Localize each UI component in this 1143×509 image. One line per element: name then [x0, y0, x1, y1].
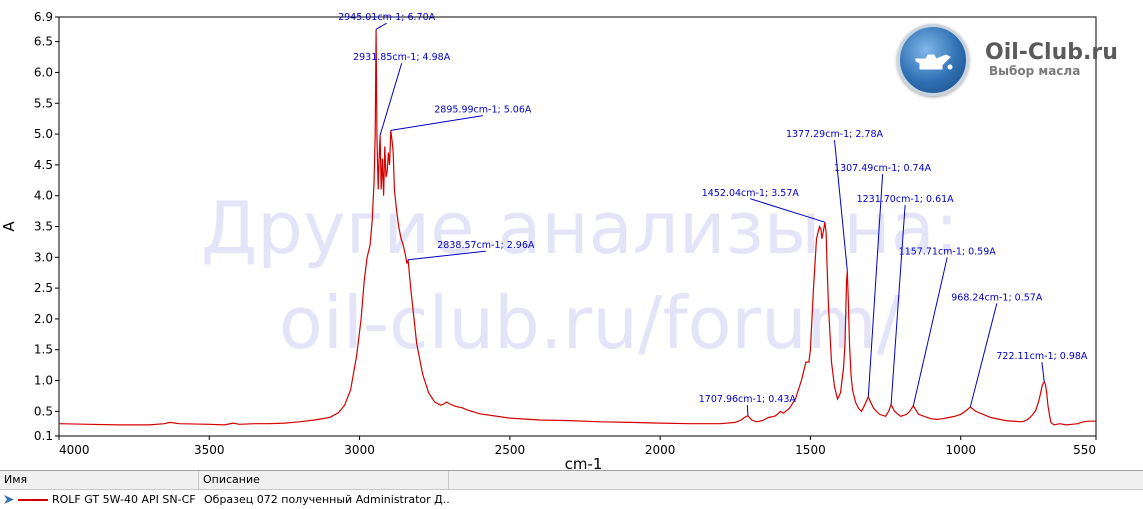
- annotation-label: 1377.29cm-1; 2.78A: [786, 129, 884, 140]
- row-pointer-icon: [4, 495, 14, 504]
- x-tick-label: 1000: [945, 443, 976, 457]
- y-tick-label: 4.5: [34, 158, 53, 172]
- annotation-leader: [746, 405, 749, 416]
- logo-subtitle: Выбор масла: [989, 64, 1081, 78]
- y-axis: 0.1 0.5 1.0 1.5 2.0 2.5 3.0 3.5 4.0 4.5 5.0 5.5 6.0 6…: [34, 10, 59, 443]
- annotation-label: 2931.85cm-1; 4.98A: [353, 52, 451, 63]
- annotation-label: 2895.99cm-1; 5.06A: [434, 105, 532, 116]
- y-axis-title: A: [0, 221, 18, 232]
- peak-annotations: 2945.01cm-1; 6.70A 2931.85cm-1; 4.98A 2895…: [338, 12, 1088, 416]
- annotation-label: 1307.49cm-1; 0.74A: [834, 163, 932, 174]
- y-tick-label: 6.0: [34, 65, 53, 79]
- annotation-leader: [890, 204, 906, 405]
- x-axis-title: cm-1: [565, 455, 603, 470]
- y-tick-label: 1.0: [34, 374, 53, 388]
- oil-club-logo: Oil-Club.ru Выбор масла: [897, 24, 1127, 104]
- annotation-label: 1157.71cm-1; 0.59A: [899, 246, 997, 257]
- table-row[interactable]: ROLF GT 5W-40 API SN-CF Образец 072 полу…: [0, 490, 1143, 509]
- y-tick-label: 6.9: [34, 10, 53, 24]
- x-tick-label: 1500: [795, 443, 826, 457]
- logo-title: Oil-Club.ru: [985, 40, 1118, 65]
- series-name: ROLF GT 5W-40 API SN-CF: [52, 493, 196, 506]
- series-line: [58, 29, 1096, 426]
- x-tick-label: 4000: [59, 443, 90, 457]
- x-tick-label: 3000: [344, 443, 375, 457]
- y-tick-label: 0.1: [34, 429, 53, 443]
- watermark-line-2: oil-club.ru/forum/: [279, 281, 902, 365]
- legend-header: Имя Описание: [0, 471, 1143, 490]
- column-header-name[interactable]: Имя: [0, 471, 199, 489]
- series-color-swatch: [18, 499, 48, 501]
- y-tick-label: 3.5: [34, 220, 53, 234]
- y-tick-label: 0.5: [34, 404, 53, 418]
- annotation-label: 2945.01cm-1; 6.70A: [338, 12, 436, 23]
- y-tick-label: 2.5: [34, 281, 53, 295]
- annotation-leader: [379, 63, 403, 136]
- annotation-leader: [969, 303, 998, 408]
- x-axis: 4000 3500 3000 2500 2000 1500 1000 550: [58, 436, 1097, 457]
- y-tick-label: 1.5: [34, 343, 53, 357]
- watermark: Другие анализы на: oil-club.ru/forum/: [201, 186, 959, 365]
- watermark-line-1: Другие анализы на:: [201, 186, 959, 270]
- column-header-description[interactable]: Описание: [199, 471, 449, 489]
- y-tick-label: 3.0: [34, 250, 53, 264]
- annotation-leader: [912, 257, 948, 406]
- x-tick-label: 2000: [645, 443, 676, 457]
- annotation-label: 2838.57cm-1; 2.96A: [437, 240, 535, 251]
- annotation-leader: [375, 22, 387, 30]
- annotation-leader: [833, 140, 848, 271]
- annotation-label: 722.11cm-1; 0.98A: [996, 351, 1088, 362]
- y-tick-label: 4.0: [34, 189, 53, 203]
- annotation-leader: [750, 198, 826, 223]
- spectrum-chart: Другие анализы на: oil-club.ru/forum/ 0.…: [0, 10, 1097, 470]
- annotation-leader: [390, 115, 483, 131]
- annotation-label: 1707.96cm-1; 0.43A: [699, 394, 797, 405]
- annotation-label: 1452.04cm-1; 3.57A: [702, 188, 800, 199]
- y-tick-label: 5.0: [34, 127, 53, 141]
- annotation-label: 1231.70cm-1; 0.61A: [857, 194, 955, 205]
- x-tick-label: 550: [1073, 443, 1096, 457]
- annotation-label: 968.24cm-1; 0.57A: [951, 293, 1043, 304]
- series-description: Образец 072 полученный Administrator Д..…: [204, 493, 449, 506]
- legend-table: Имя Описание ROLF GT 5W-40 API SN-CF Обр…: [0, 470, 1143, 509]
- y-tick-label: 6.5: [34, 35, 53, 49]
- x-tick-label: 2500: [495, 443, 526, 457]
- x-tick-label: 3500: [194, 443, 225, 457]
- annotation-leader: [1041, 361, 1045, 382]
- annotation-leader: [408, 250, 486, 261]
- annotation-leader: [867, 174, 884, 397]
- oil-can-icon: [897, 24, 969, 96]
- y-tick-label: 5.5: [34, 96, 53, 110]
- y-tick-label: 2.0: [34, 312, 53, 326]
